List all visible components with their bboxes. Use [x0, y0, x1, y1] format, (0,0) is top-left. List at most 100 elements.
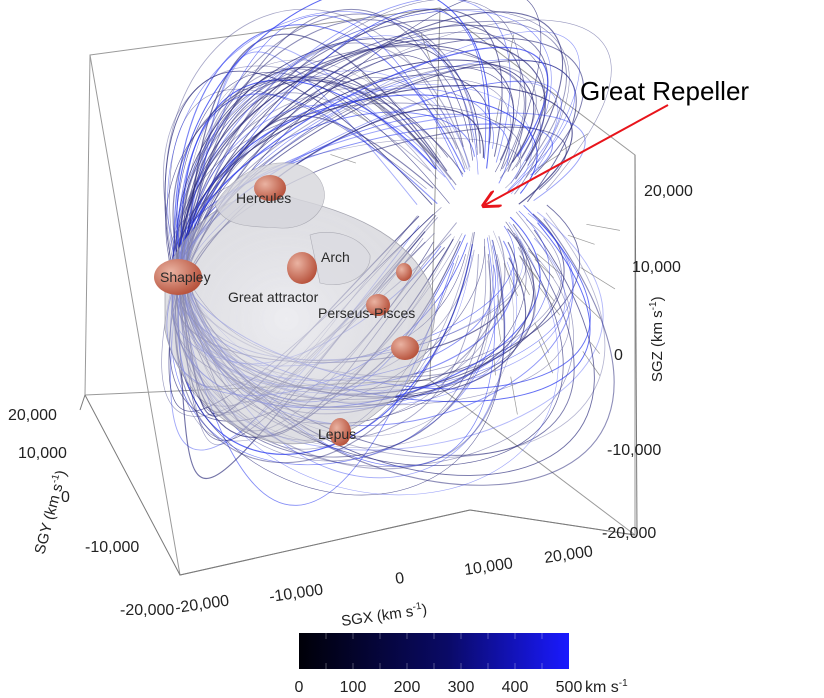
great-repeller-annotation: Great Repeller: [485, 76, 749, 205]
flow-line: [540, 90, 547, 102]
flow-line: [503, 263, 519, 297]
flow-line: [528, 267, 555, 302]
shapley-blob: [154, 259, 202, 295]
flow-line: [180, 67, 525, 272]
label-arch: Arch: [321, 249, 350, 265]
sgy-axis-title: SGY (km s-1): [30, 468, 70, 556]
sgx-axis: -20,000 -10,000 0 10,000 20,000 SGX (km …: [174, 543, 594, 630]
flow-line: [496, 313, 502, 342]
sgz-tick-minus10000: -10,000: [607, 442, 661, 459]
label-lepus: Lepus: [318, 426, 356, 442]
flow-line: [172, 8, 503, 276]
flow-line: [164, 8, 466, 274]
label-perseus-pisces: Perseus-Pisces: [318, 305, 415, 321]
flow-line: [177, 19, 474, 274]
flow-line: [420, 33, 432, 63]
sgy-axis: 20,000 10,000 0 -10,000 -20,000 SGY (km …: [8, 407, 174, 619]
flow-line: [176, 46, 541, 272]
flow-line: [362, 72, 378, 90]
colorbar-tick-200: 200: [394, 679, 421, 696]
lepus-blob: [329, 418, 351, 446]
flow-line: [337, 98, 369, 122]
flow-line: [407, 131, 435, 160]
colorbar-tick-500: 500: [556, 679, 583, 696]
perseus-pisces-blob: [366, 294, 390, 316]
flow-line: [330, 154, 357, 164]
sgz-tick-0: 0: [614, 347, 623, 364]
flow-line: [580, 267, 616, 290]
flow-line: [545, 100, 557, 115]
flow-line: [534, 322, 550, 354]
flow-line: [170, 245, 499, 465]
flow-line: [365, 94, 388, 117]
flow-line: [495, 98, 501, 124]
hercules-blob: [254, 175, 286, 201]
flow-line: [176, 0, 490, 278]
overdensity-blobs: [154, 175, 419, 446]
flow-line: [162, 65, 438, 278]
great-repeller-label: Great Repeller: [580, 76, 749, 106]
sgx-tick-10000: 10,000: [463, 555, 514, 579]
flow-line: [528, 250, 541, 263]
label-great-attractor: Great attractor: [228, 289, 319, 305]
great-attractor-blob: [287, 252, 317, 284]
pp-secondary-blob: [391, 336, 419, 360]
sgx-tick-minus10000: -10,000: [268, 582, 324, 606]
sgx-tick-20000: 20,000: [543, 543, 594, 567]
flow-line: [497, 295, 503, 321]
colorbar-tick-300: 300: [448, 679, 475, 696]
flow-line: [538, 285, 561, 316]
flow-line: [182, 37, 584, 279]
colorbar-unit: km s-1: [585, 678, 628, 696]
flow-line: [175, 15, 463, 279]
flow-line: [510, 376, 518, 415]
sgy-tick-10000: 10,000: [18, 445, 67, 462]
flow-line: [517, 273, 530, 296]
flow-line: [507, 34, 515, 64]
flow-line: [567, 234, 595, 245]
colorbar-tick-0: 0: [295, 679, 304, 696]
flow-line: [184, 19, 612, 278]
flow-line: [175, 38, 546, 273]
colorbar-tick-100: 100: [340, 679, 367, 696]
label-shapley: Shapley: [160, 269, 211, 285]
flow-line: [172, 102, 522, 277]
flow-line: [172, 76, 438, 278]
flow-line: [185, 70, 470, 277]
flow-line: [173, 93, 438, 283]
sgx-axis-title: SGX (km s-1): [340, 600, 428, 630]
flow-line: [582, 351, 601, 376]
sgx-tick-minus20000: -20,000: [174, 593, 230, 617]
flow-line: [561, 133, 588, 152]
flow-line: [514, 273, 522, 287]
flow-line: [172, 35, 478, 273]
flow-line: [180, 78, 457, 281]
flow-line: [538, 341, 554, 374]
flow-line: [519, 255, 539, 280]
sgx-tick-0: 0: [394, 570, 405, 588]
sgz-tick-minus20000: -20,000: [602, 525, 656, 542]
flow-line: [178, 8, 464, 273]
flow-line: [493, 356, 496, 376]
flow-line: [185, 33, 448, 278]
flow-line: [571, 291, 601, 319]
flow-line: [167, 11, 479, 274]
structure-labels: Hercules Arch Shapley Great attractor Pe…: [160, 190, 415, 442]
sgz-tick-20000: 20,000: [644, 183, 693, 200]
flow-line: [184, 0, 521, 281]
flow-line: [364, 89, 385, 110]
sgz-tick-10000: 10,000: [632, 259, 681, 276]
flow-line: [184, 11, 563, 274]
label-hercules: Hercules: [236, 190, 291, 206]
colorbar-tick-400: 400: [502, 679, 529, 696]
flow-line: [536, 253, 561, 275]
flow-line: [537, 153, 561, 169]
flow-line: [590, 342, 600, 354]
arch-blob: [396, 263, 412, 281]
flow-line: [178, 45, 446, 276]
flow-line: [180, 111, 475, 275]
sgy-tick-minus20000: -20,000: [120, 602, 174, 619]
sgy-tick-20000: 20,000: [8, 407, 57, 424]
box-front-edges: [79, 394, 636, 576]
